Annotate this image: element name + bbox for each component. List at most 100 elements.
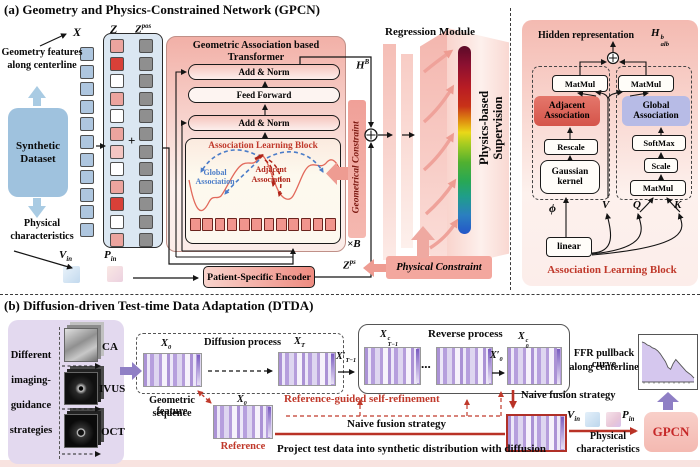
feature-square xyxy=(263,218,275,231)
ffr-curve-label-2: along centerline xyxy=(569,362,639,373)
synthetic-dataset-label-1: Synthetic xyxy=(16,140,60,153)
feature-square xyxy=(139,232,153,247)
strategies-label-3: guidance xyxy=(10,400,52,411)
x-pointer-arrow xyxy=(39,33,67,47)
adjacent-association-box: Adjacent Association xyxy=(534,96,600,126)
feature-square xyxy=(110,56,124,71)
physical-constraint-left-arrow xyxy=(363,259,386,277)
section-a-title: (a) Geometry and Physics-Constrained Net… xyxy=(4,2,320,17)
strategies-label-4: strategies xyxy=(9,425,53,436)
phi-label: ϕ xyxy=(549,201,556,215)
x0-reference-label: X0 xyxy=(237,394,247,407)
feature-square xyxy=(312,218,324,231)
z-label: Z xyxy=(110,22,118,36)
xc0-sequence-image xyxy=(507,347,562,385)
geometry-features-label-2: along centerline xyxy=(7,60,77,71)
xpt1-label: X′T−1 xyxy=(336,351,357,364)
v-label: V xyxy=(602,199,610,211)
sum-node xyxy=(364,128,378,142)
feature-square xyxy=(80,187,94,202)
feature-square xyxy=(251,218,262,231)
synthetic-dataset-label-2: Dataset xyxy=(20,152,56,165)
feature-square xyxy=(80,117,94,132)
physics-supervision-line-1: Physics-based xyxy=(477,90,491,166)
panel-divider-vertical xyxy=(510,8,511,290)
feature-square xyxy=(139,74,153,89)
zps-label: Zps xyxy=(343,259,356,272)
feature-square xyxy=(110,74,124,89)
feature-square xyxy=(139,214,153,229)
strategies-divider xyxy=(59,327,60,459)
q-label: Q xyxy=(633,199,641,211)
physics-supervision-label: Physics-based Supervision xyxy=(477,53,505,203)
feature-square xyxy=(110,162,124,177)
feature-square xyxy=(110,91,124,106)
x0-sequence-image xyxy=(143,353,202,387)
ca-image-stack xyxy=(64,328,98,362)
plus-sign: + xyxy=(128,133,136,148)
feature-square xyxy=(275,218,287,231)
global-association-line-1: Global xyxy=(642,101,670,111)
vin-label: Vin xyxy=(59,249,73,264)
z-column xyxy=(110,39,124,247)
ffr-chart xyxy=(638,334,698,390)
feature-square xyxy=(139,126,153,141)
gaussian-kernel-line-1: Gaussian xyxy=(551,167,589,177)
adjacent-association-label-2: Association xyxy=(251,175,291,184)
feature-square xyxy=(139,197,153,212)
geometric-feature-sequence-label-1: Geometric feature xyxy=(149,395,195,418)
feed-forward-box: Feed Forward xyxy=(188,87,340,103)
adjacent-association-label-1: Adjacent xyxy=(255,165,287,174)
ca-label: CA xyxy=(102,341,118,353)
hidden-representation-label: Hidden representation xyxy=(538,30,635,41)
physical-characteristics-b-1: Physical xyxy=(589,431,627,442)
x-label: X xyxy=(73,25,82,39)
feature-square xyxy=(110,232,124,247)
vin-swatch-b xyxy=(585,412,600,427)
regression-strip-2 xyxy=(401,54,413,248)
vessel-colormap xyxy=(458,46,471,234)
ffr-curve-label-1: FFR pullback curve xyxy=(573,348,635,371)
feature-square xyxy=(80,170,94,185)
matmul-lower-box: MatMul xyxy=(630,180,686,196)
global-association-line-2: Association xyxy=(633,111,679,121)
naive-fusion-label-mid: Naive fusion strategy xyxy=(347,418,446,430)
x-column xyxy=(80,47,94,237)
feature-square xyxy=(239,218,250,231)
mid-sequence-image xyxy=(436,347,493,385)
feature-square xyxy=(110,197,124,212)
gaussian-kernel-box: Gaussian kernel xyxy=(540,160,600,194)
matmul-left-box: MatMul xyxy=(552,75,608,92)
xt-label: XT xyxy=(294,336,305,350)
alb-token-row xyxy=(190,218,336,231)
feature-square xyxy=(80,64,94,79)
vin-swatch xyxy=(63,266,80,283)
global-association-box: Global Association xyxy=(622,96,690,126)
matmul-right-box: MatMul xyxy=(618,75,674,92)
regression-strip-1 xyxy=(383,44,396,260)
alb-detail-caption: Association Learning Block xyxy=(547,264,677,276)
feature-square xyxy=(80,82,94,97)
strategies-label-1: Different xyxy=(10,350,52,361)
adjacent-branch-dashed-box xyxy=(532,66,610,200)
transformer-title: Geometric Association based Transformer xyxy=(192,40,320,63)
regression-plane-left xyxy=(420,30,447,266)
feature-square xyxy=(139,91,153,106)
feature-square xyxy=(139,144,153,159)
feature-square xyxy=(80,47,94,61)
physics-supervision-line-2: Supervision xyxy=(491,96,505,160)
panel-divider-horizontal xyxy=(0,294,700,295)
blue-up-arrow xyxy=(28,86,46,106)
add-norm-top-box: Add & Norm xyxy=(188,64,340,80)
feature-square xyxy=(139,56,153,71)
xt-sequence-image xyxy=(278,352,336,386)
feature-square xyxy=(139,179,153,194)
oct-label: OCT xyxy=(101,426,125,438)
linear-box: linear xyxy=(546,237,592,257)
strategies-label-2: imaging- xyxy=(11,375,51,386)
project-caption: Project test data into synthetic distrib… xyxy=(277,443,546,455)
gpcn-output-arrow xyxy=(657,392,679,410)
